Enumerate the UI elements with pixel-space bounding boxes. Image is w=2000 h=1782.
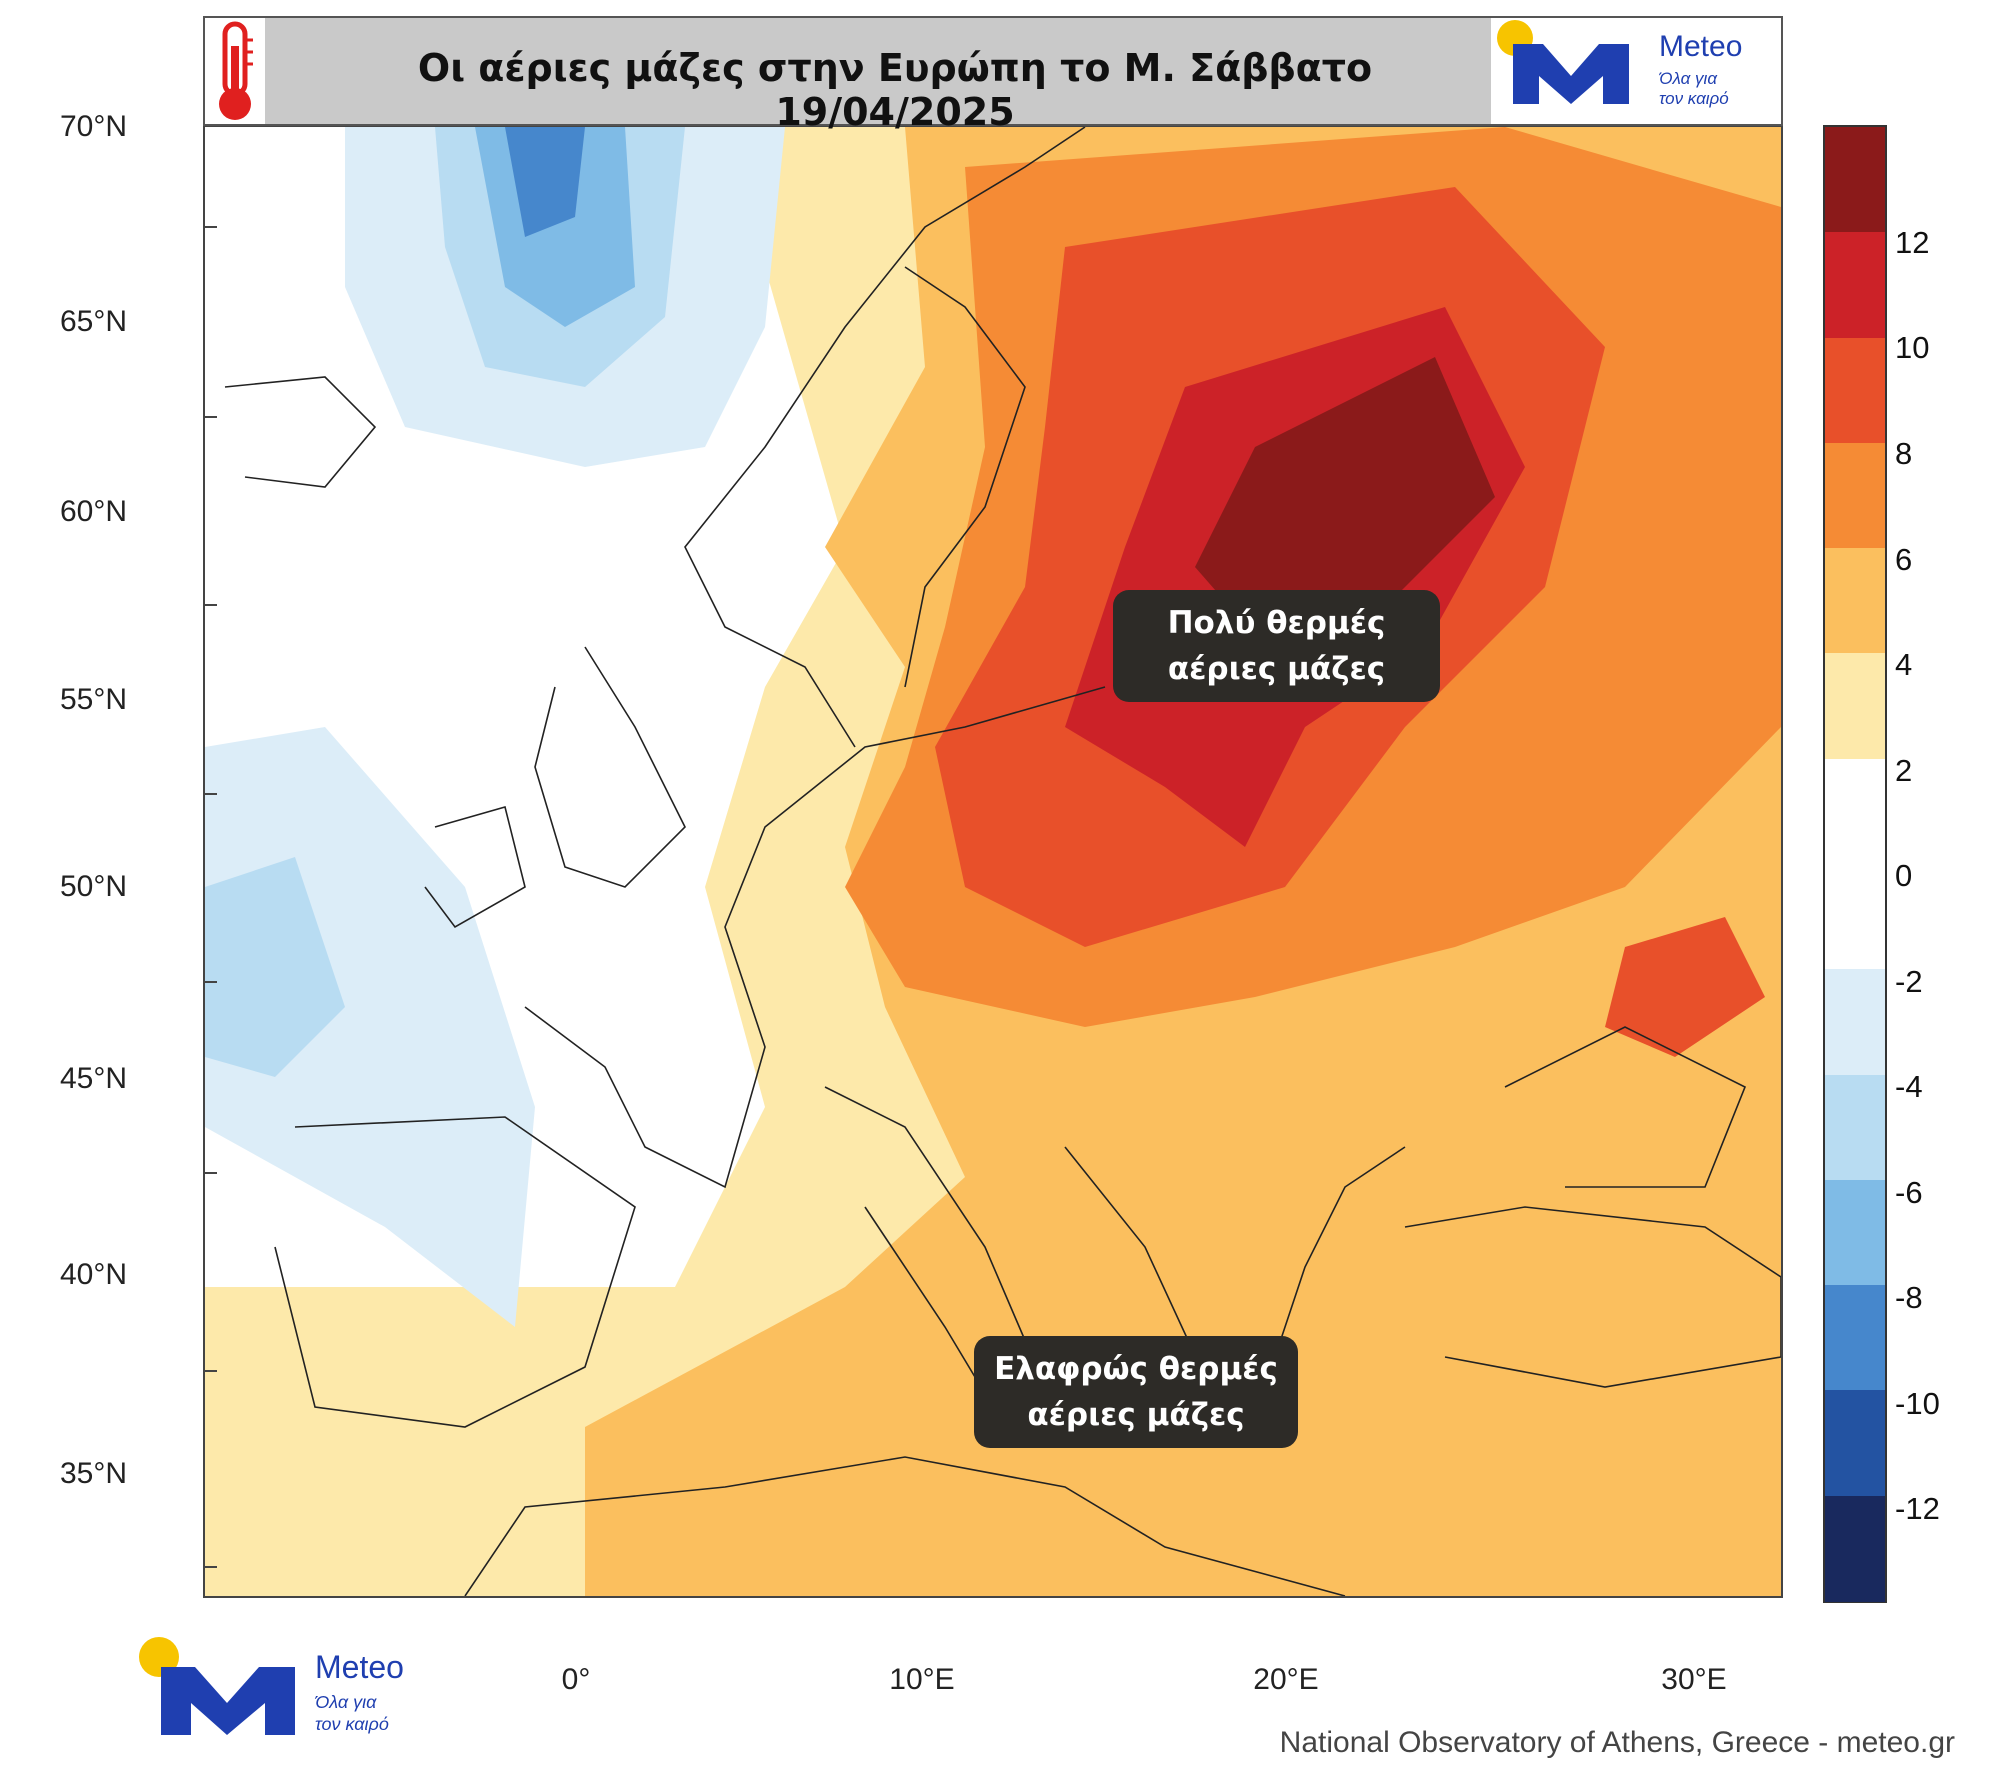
legend-tick: -10 bbox=[1895, 1386, 1940, 1421]
lat-label: 55°N bbox=[60, 683, 128, 716]
legend-segment bbox=[1825, 232, 1885, 339]
legend-segment bbox=[1825, 548, 1885, 655]
thermometer-icon bbox=[205, 18, 265, 124]
legend-segment bbox=[1825, 864, 1885, 971]
legend-tick: 6 bbox=[1895, 542, 1913, 577]
coastline bbox=[1404, 1206, 1781, 1388]
anomaly-cool-west-core bbox=[205, 857, 345, 1077]
lat-label: 50°N bbox=[60, 870, 128, 903]
anomaly-band-12-plus bbox=[1195, 357, 1495, 647]
map-panel bbox=[203, 125, 1783, 1598]
legend-segment bbox=[1825, 758, 1885, 865]
coastline bbox=[534, 646, 686, 888]
legend-segment bbox=[1825, 337, 1885, 444]
legend-segment bbox=[1825, 1390, 1885, 1497]
legend-segment bbox=[1825, 1285, 1885, 1392]
brand-name: Meteo bbox=[1659, 30, 1743, 63]
lat-label: 40°N bbox=[60, 1258, 128, 1291]
brand-tagline-2: τον καιρό bbox=[1659, 89, 1729, 108]
coastline bbox=[904, 266, 1026, 688]
legend-tick: 0 bbox=[1895, 858, 1913, 893]
lon-label: 20°E bbox=[1253, 1663, 1319, 1696]
credit-text: National Observatory of Athens, Greece -… bbox=[1279, 1726, 1955, 1759]
anomaly-fill-layer bbox=[205, 127, 1781, 1596]
callout-very-warm: Πολύ θερμές αέριες μάζες bbox=[1113, 590, 1440, 702]
coastline bbox=[274, 1116, 636, 1428]
legend-segment bbox=[1825, 1179, 1885, 1287]
meteo-logo-bottom: Meteo Όλα για τον καιρό bbox=[135, 1635, 435, 1745]
legend-tick: -8 bbox=[1895, 1280, 1923, 1315]
brand-tagline-bottom-2: τον καιρό bbox=[315, 1714, 389, 1734]
legend-tick: 8 bbox=[1895, 436, 1913, 471]
callout-very-warm-line1: Πολύ θερμές bbox=[1167, 605, 1386, 641]
coastline bbox=[464, 1456, 1346, 1596]
lon-label: 30°E bbox=[1661, 1663, 1727, 1696]
legend-tick: -2 bbox=[1895, 964, 1923, 999]
legend-segment bbox=[1825, 969, 1885, 1076]
callout-very-warm-line2: αέριες μάζες bbox=[1167, 651, 1386, 687]
lon-label: 10°E bbox=[889, 1663, 955, 1696]
legend-tick: 2 bbox=[1895, 753, 1913, 788]
title-bar: Οι αέριες μάζες στην Ευρώπη το Μ. Σάββατ… bbox=[203, 16, 1783, 134]
coastline bbox=[524, 686, 1106, 1189]
coastline bbox=[684, 127, 1086, 748]
legend-segment bbox=[1825, 653, 1885, 760]
legend-segment bbox=[1825, 1074, 1885, 1181]
anomaly-spot-east bbox=[1605, 917, 1765, 1057]
map-title: Οι αέριες μάζες στην Ευρώπη το Μ. Σάββατ… bbox=[417, 46, 1373, 134]
coastline bbox=[1504, 1026, 1747, 1188]
callout-slightly-warm-line1: Ελαφρώς θερμές bbox=[994, 1351, 1278, 1387]
legend-tick: -6 bbox=[1895, 1175, 1923, 1210]
brand-tagline-1: Όλα για bbox=[1659, 69, 1718, 88]
legend-tick: 10 bbox=[1895, 330, 1930, 365]
legend-tick: 4 bbox=[1895, 647, 1913, 682]
meteo-logo: Meteo Όλα για τον καιρό bbox=[1491, 18, 1781, 124]
legend-segment bbox=[1825, 127, 1885, 234]
lat-label: 45°N bbox=[60, 1062, 128, 1095]
anomaly-cool-8-10 bbox=[505, 127, 585, 237]
anomaly-map bbox=[205, 127, 1781, 1596]
lat-label: 70°N bbox=[60, 110, 128, 143]
legend-tick: -4 bbox=[1895, 1069, 1923, 1104]
lon-label: 0° bbox=[561, 1663, 591, 1696]
legend-segment bbox=[1825, 442, 1885, 550]
legend-segment bbox=[1825, 1495, 1885, 1602]
lat-label: 65°N bbox=[60, 305, 128, 338]
legend-tick: -12 bbox=[1895, 1491, 1940, 1526]
color-legend bbox=[1823, 125, 1887, 1603]
legend-tick: 12 bbox=[1895, 225, 1930, 260]
coastline bbox=[224, 376, 377, 488]
lat-label: 60°N bbox=[60, 495, 128, 528]
callout-slightly-warm-line2: αέριες μάζες bbox=[1027, 1397, 1245, 1433]
brand-tagline-bottom-1: Όλα για bbox=[315, 1692, 377, 1712]
coastline bbox=[424, 806, 526, 929]
lat-label: 35°N bbox=[60, 1457, 128, 1490]
callout-slightly-warm: Ελαφρώς θερμές αέριες μάζες bbox=[974, 1336, 1298, 1448]
brand-name-bottom: Meteo bbox=[315, 1649, 404, 1685]
coastline-layer bbox=[205, 127, 1781, 1596]
